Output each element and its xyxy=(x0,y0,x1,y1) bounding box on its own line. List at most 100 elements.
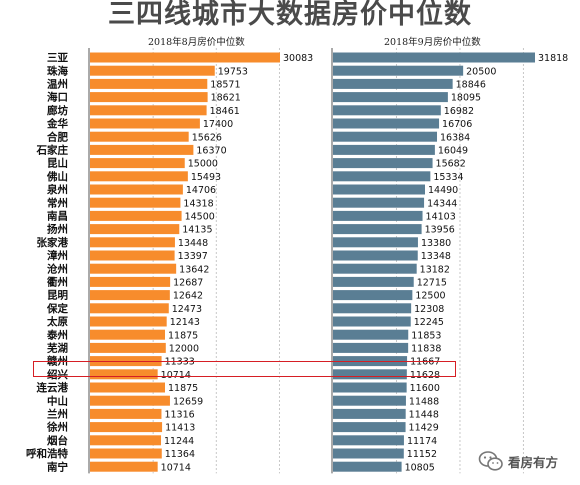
category-label: 呼和浩特 xyxy=(26,447,68,460)
data-label: 13348 xyxy=(421,251,451,262)
bar xyxy=(333,237,418,248)
data-label: 11413 xyxy=(165,423,195,434)
category-label: 温州 xyxy=(47,78,68,91)
data-label: 18571 xyxy=(210,80,240,91)
data-label: 14103 xyxy=(426,212,456,223)
data-label: 18095 xyxy=(451,93,481,104)
data-label: 14490 xyxy=(428,185,458,196)
data-label: 12000 xyxy=(169,344,199,355)
bar xyxy=(333,92,448,103)
bar xyxy=(90,224,180,235)
category-label: 泰州 xyxy=(46,328,68,341)
data-label: 12687 xyxy=(173,278,203,289)
data-label: 11244 xyxy=(164,436,194,447)
bar xyxy=(333,65,464,76)
bar xyxy=(333,369,407,380)
data-label: 12659 xyxy=(173,396,203,407)
data-label: 30083 xyxy=(283,53,313,64)
bar xyxy=(90,329,166,340)
bar xyxy=(90,105,207,116)
bar xyxy=(333,461,402,472)
bar xyxy=(333,276,414,287)
bar xyxy=(90,408,162,419)
data-label: 14706 xyxy=(186,185,216,196)
bar xyxy=(333,105,441,116)
bar xyxy=(90,303,169,314)
category-label: 南宁 xyxy=(47,460,68,473)
bar xyxy=(333,144,435,155)
category-label: 合肥 xyxy=(46,130,68,143)
bar xyxy=(90,250,175,261)
data-label: 11853 xyxy=(411,330,441,341)
bar xyxy=(90,276,171,287)
data-label: 13956 xyxy=(425,225,455,236)
bar xyxy=(90,461,158,472)
bar xyxy=(333,316,411,327)
bar xyxy=(333,197,425,208)
data-label: 12308 xyxy=(414,304,444,315)
wechat-icon xyxy=(478,451,503,471)
bar xyxy=(333,250,418,261)
data-label: 20500 xyxy=(466,66,496,77)
bar xyxy=(333,210,423,221)
bar xyxy=(90,92,208,103)
category-label: 连云港 xyxy=(37,381,69,394)
data-label: 19753 xyxy=(218,66,248,77)
data-label: 11667 xyxy=(410,357,440,368)
bar xyxy=(333,435,404,446)
bar xyxy=(333,131,438,142)
watermark: 看房有方 xyxy=(478,448,578,474)
highlight-box-ganzhou xyxy=(33,361,456,377)
data-label: 14318 xyxy=(183,198,213,209)
data-label: 12715 xyxy=(417,278,447,289)
bar xyxy=(90,382,166,393)
data-label: 13448 xyxy=(178,238,208,249)
watermark-text: 看房有方 xyxy=(508,454,559,470)
data-label: 11316 xyxy=(164,410,194,421)
category-label: 佛山 xyxy=(46,170,68,183)
data-label: 15000 xyxy=(188,159,218,170)
category-label: 石家庄 xyxy=(36,144,69,157)
data-label: 13397 xyxy=(178,251,208,262)
category-label: 扬州 xyxy=(47,223,68,236)
data-label: 11429 xyxy=(409,423,439,434)
category-label: 泉州 xyxy=(46,183,68,196)
bar xyxy=(333,395,406,406)
category-label: 南昌 xyxy=(47,210,68,223)
data-label: 14135 xyxy=(182,225,212,236)
bar xyxy=(90,290,170,301)
data-label: 18846 xyxy=(456,80,486,91)
data-label: 15682 xyxy=(436,159,466,170)
bar xyxy=(333,303,412,314)
category-label: 保定 xyxy=(46,302,68,315)
sep-subtitle: 2018年9月房价中位数 xyxy=(384,37,481,48)
category-label: 珠海 xyxy=(47,64,68,77)
data-label: 10714 xyxy=(161,462,191,473)
bar xyxy=(333,224,422,235)
bar xyxy=(90,448,162,459)
bar xyxy=(333,448,404,459)
bar xyxy=(333,78,453,89)
bar xyxy=(333,422,406,433)
bar xyxy=(90,316,167,327)
bar xyxy=(333,263,417,274)
category-label: 烟台 xyxy=(47,434,68,447)
category-label: 金华 xyxy=(46,117,68,130)
bar xyxy=(333,408,406,419)
data-label: 11600 xyxy=(410,383,440,394)
category-label: 海口 xyxy=(47,91,68,104)
category-label: 昆明 xyxy=(47,290,68,302)
data-label: 14500 xyxy=(185,212,215,223)
data-label: 12143 xyxy=(170,317,200,328)
data-label: 12642 xyxy=(173,291,203,302)
data-label: 15626 xyxy=(192,132,222,143)
data-label: 10714 xyxy=(161,370,191,381)
data-label: 31818 xyxy=(538,53,568,64)
data-label: 13380 xyxy=(421,238,451,249)
category-label: 兰州 xyxy=(47,408,68,421)
bar xyxy=(90,131,189,142)
category-label: 昆山 xyxy=(47,157,68,170)
category-label: 徐州 xyxy=(46,421,68,434)
bar xyxy=(90,158,185,169)
category-label: 太原 xyxy=(46,315,68,328)
